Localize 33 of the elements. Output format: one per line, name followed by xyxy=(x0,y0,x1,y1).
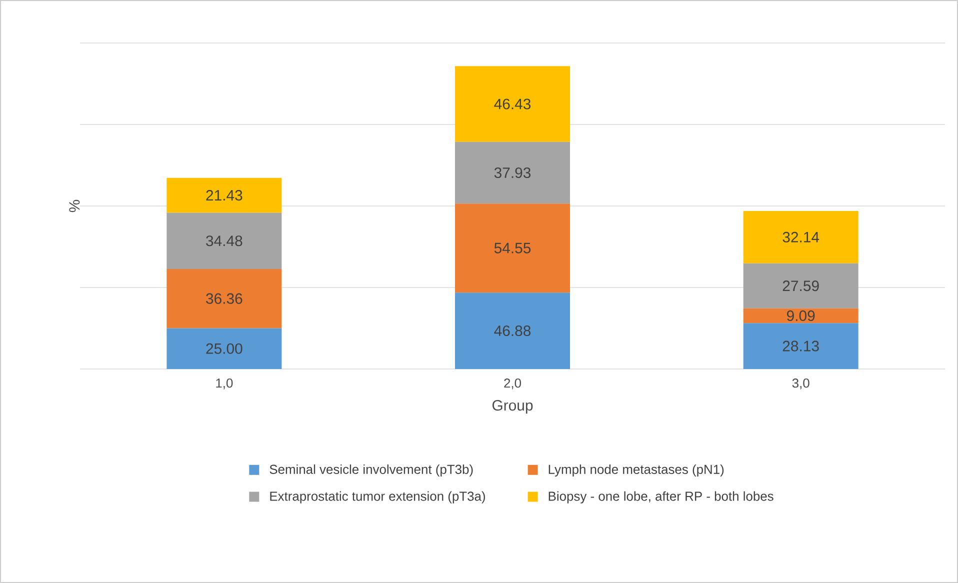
legend-label: Extraprostatic tumor extension (pT3a) xyxy=(270,491,485,504)
x-tick-label: 2,0 xyxy=(504,378,522,390)
bar xyxy=(166,328,282,369)
data-label: 32.14 xyxy=(782,232,820,242)
data-label: 27.59 xyxy=(782,280,819,292)
data-label: 46.43 xyxy=(494,98,531,110)
bar xyxy=(743,308,858,324)
bar xyxy=(743,210,858,264)
y-axis-title: % xyxy=(69,200,80,212)
bar xyxy=(455,66,570,142)
bar xyxy=(455,142,570,204)
bar xyxy=(455,292,570,369)
x-tick-label: 3,0 xyxy=(792,378,810,390)
bar xyxy=(455,204,570,293)
bar xyxy=(166,268,282,328)
data-label: 9.09 xyxy=(787,310,815,322)
bar xyxy=(743,323,858,369)
x-axis-title: Group xyxy=(492,400,533,414)
legend-label: Lymph node metastases (pN1) xyxy=(548,464,724,477)
x-tick-label: 1,0 xyxy=(216,378,233,390)
legend-label: Biopsy - one lobe, after RP - both lobes xyxy=(548,491,774,504)
data-label: 28.13 xyxy=(782,340,819,352)
bar xyxy=(743,263,858,308)
data-label: 21.43 xyxy=(206,190,242,201)
bar xyxy=(166,178,282,213)
data-label: 34.48 xyxy=(206,236,242,246)
data-label: 54.55 xyxy=(494,242,531,254)
data-label: 36.36 xyxy=(206,293,242,304)
data-label: 37.93 xyxy=(494,167,531,178)
bar xyxy=(166,212,282,269)
legend-label: Seminal vesicle involvement (pT3b) xyxy=(270,464,473,477)
data-label: 25.00 xyxy=(206,343,242,354)
data-label: 46.88 xyxy=(494,325,531,336)
